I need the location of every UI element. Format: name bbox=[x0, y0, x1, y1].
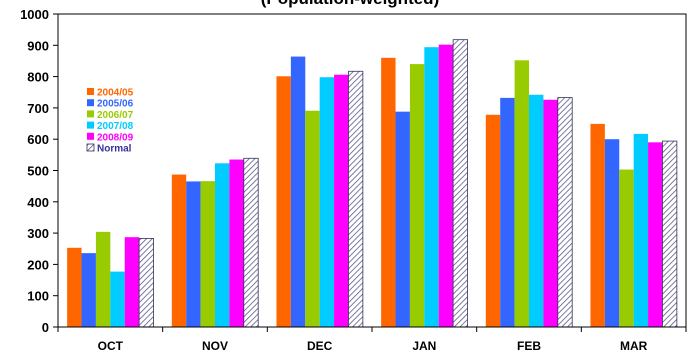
y-tick-label: 500 bbox=[27, 164, 49, 179]
legend-label: 2004/05 bbox=[97, 88, 134, 99]
bar-nov-2006-07 bbox=[200, 181, 215, 327]
bar-mar-2008-09 bbox=[648, 142, 663, 327]
y-tick-label: 800 bbox=[27, 70, 49, 85]
bar-nov-2005-06 bbox=[186, 181, 201, 327]
bar-jan-2005-06 bbox=[395, 111, 410, 327]
bar-oct-2004-05 bbox=[67, 247, 82, 327]
y-tick-label: 1000 bbox=[20, 7, 49, 22]
legend-label: 2007/08 bbox=[97, 121, 134, 132]
bar-feb-2005-06 bbox=[500, 97, 515, 327]
bar-mar-2005-06 bbox=[604, 139, 620, 327]
chart-title: (Population-weighted) bbox=[261, 0, 439, 8]
bar-feb-2007-08 bbox=[529, 94, 544, 327]
bar-oct-2005-06 bbox=[81, 253, 96, 327]
bar-mar-2006-07 bbox=[619, 169, 634, 327]
bar-oct-2006-07 bbox=[95, 231, 111, 327]
y-tick-label: 0 bbox=[42, 320, 49, 335]
bar-feb-2008-09 bbox=[543, 99, 558, 327]
y-tick-label: 300 bbox=[27, 226, 49, 241]
x-tick-label: MAR bbox=[620, 339, 648, 353]
bar-mar-2004-05 bbox=[590, 123, 605, 327]
y-tick-label: 900 bbox=[27, 38, 49, 53]
bar-jan-2004-05 bbox=[381, 57, 396, 327]
bar-feb-2006-07 bbox=[514, 60, 529, 327]
legend-swatch bbox=[86, 143, 95, 152]
bar-dec-2004-05 bbox=[276, 76, 291, 327]
bar-dec-2006-07 bbox=[305, 110, 320, 327]
x-tick-label: NOV bbox=[202, 339, 228, 353]
bar-oct-2007-08 bbox=[110, 271, 125, 327]
bar-oct-normal bbox=[138, 238, 154, 328]
x-tick-label: JAN bbox=[412, 339, 436, 353]
x-tick-label: FEB bbox=[517, 339, 541, 353]
y-tick-label: 200 bbox=[27, 257, 49, 272]
legend-label: 2005/06 bbox=[97, 99, 134, 110]
bar-jan-2007-08 bbox=[424, 47, 439, 328]
legend: 2004/052005/062006/072007/082008/09Norma… bbox=[86, 88, 134, 155]
bar-mar-2007-08 bbox=[633, 133, 649, 327]
legend-swatch bbox=[87, 132, 94, 140]
bar-nov-normal bbox=[243, 157, 259, 328]
y-tick-label: 400 bbox=[27, 195, 49, 210]
y-tick-label: 700 bbox=[27, 101, 49, 116]
bars bbox=[67, 39, 678, 328]
bar-dec-2005-06 bbox=[290, 56, 306, 327]
axes: 0 100 200 300 400 500 600 700 800 900 1000 OCT NOV DE… bbox=[20, 7, 687, 353]
bar-jan-normal bbox=[452, 39, 468, 328]
bar-nov-2007-08 bbox=[215, 163, 230, 327]
legend-swatch bbox=[87, 99, 94, 107]
x-tick-label: DEC bbox=[307, 339, 333, 353]
y-tick-label: 600 bbox=[27, 132, 49, 147]
bar-dec-2007-08 bbox=[319, 77, 335, 327]
legend-swatch bbox=[87, 110, 94, 118]
y-tick-label: 100 bbox=[27, 289, 49, 304]
bar-dec-normal bbox=[348, 70, 364, 328]
bar-nov-2004-05 bbox=[171, 174, 187, 327]
legend-swatch bbox=[87, 88, 94, 95]
bar-nov-2008-09 bbox=[229, 159, 244, 327]
bar-oct-2008-09 bbox=[124, 237, 140, 327]
bar-mar-normal bbox=[662, 140, 678, 328]
bar-feb-normal bbox=[557, 97, 573, 328]
legend-label: 2006/07 bbox=[97, 110, 134, 121]
bar-dec-2008-09 bbox=[334, 74, 349, 327]
bar-feb-2004-05 bbox=[485, 114, 501, 327]
legend-label: Normal bbox=[97, 144, 132, 155]
legend-swatch bbox=[87, 121, 94, 129]
x-tick-label: OCT bbox=[98, 339, 124, 353]
bar-jan-2006-07 bbox=[409, 64, 425, 327]
bar-jan-2008-09 bbox=[438, 44, 454, 328]
legend-label: 2008/09 bbox=[97, 132, 134, 143]
